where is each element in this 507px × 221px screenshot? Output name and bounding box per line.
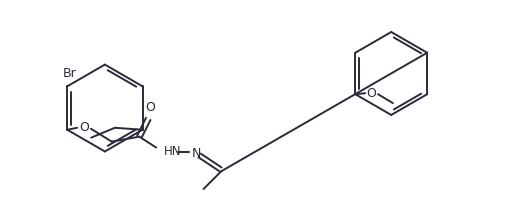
Text: O: O (146, 101, 155, 114)
Text: HN: HN (164, 145, 182, 158)
Text: O: O (79, 121, 89, 134)
Text: N: N (192, 147, 201, 160)
Text: Br: Br (62, 67, 76, 80)
Text: O: O (366, 87, 376, 100)
